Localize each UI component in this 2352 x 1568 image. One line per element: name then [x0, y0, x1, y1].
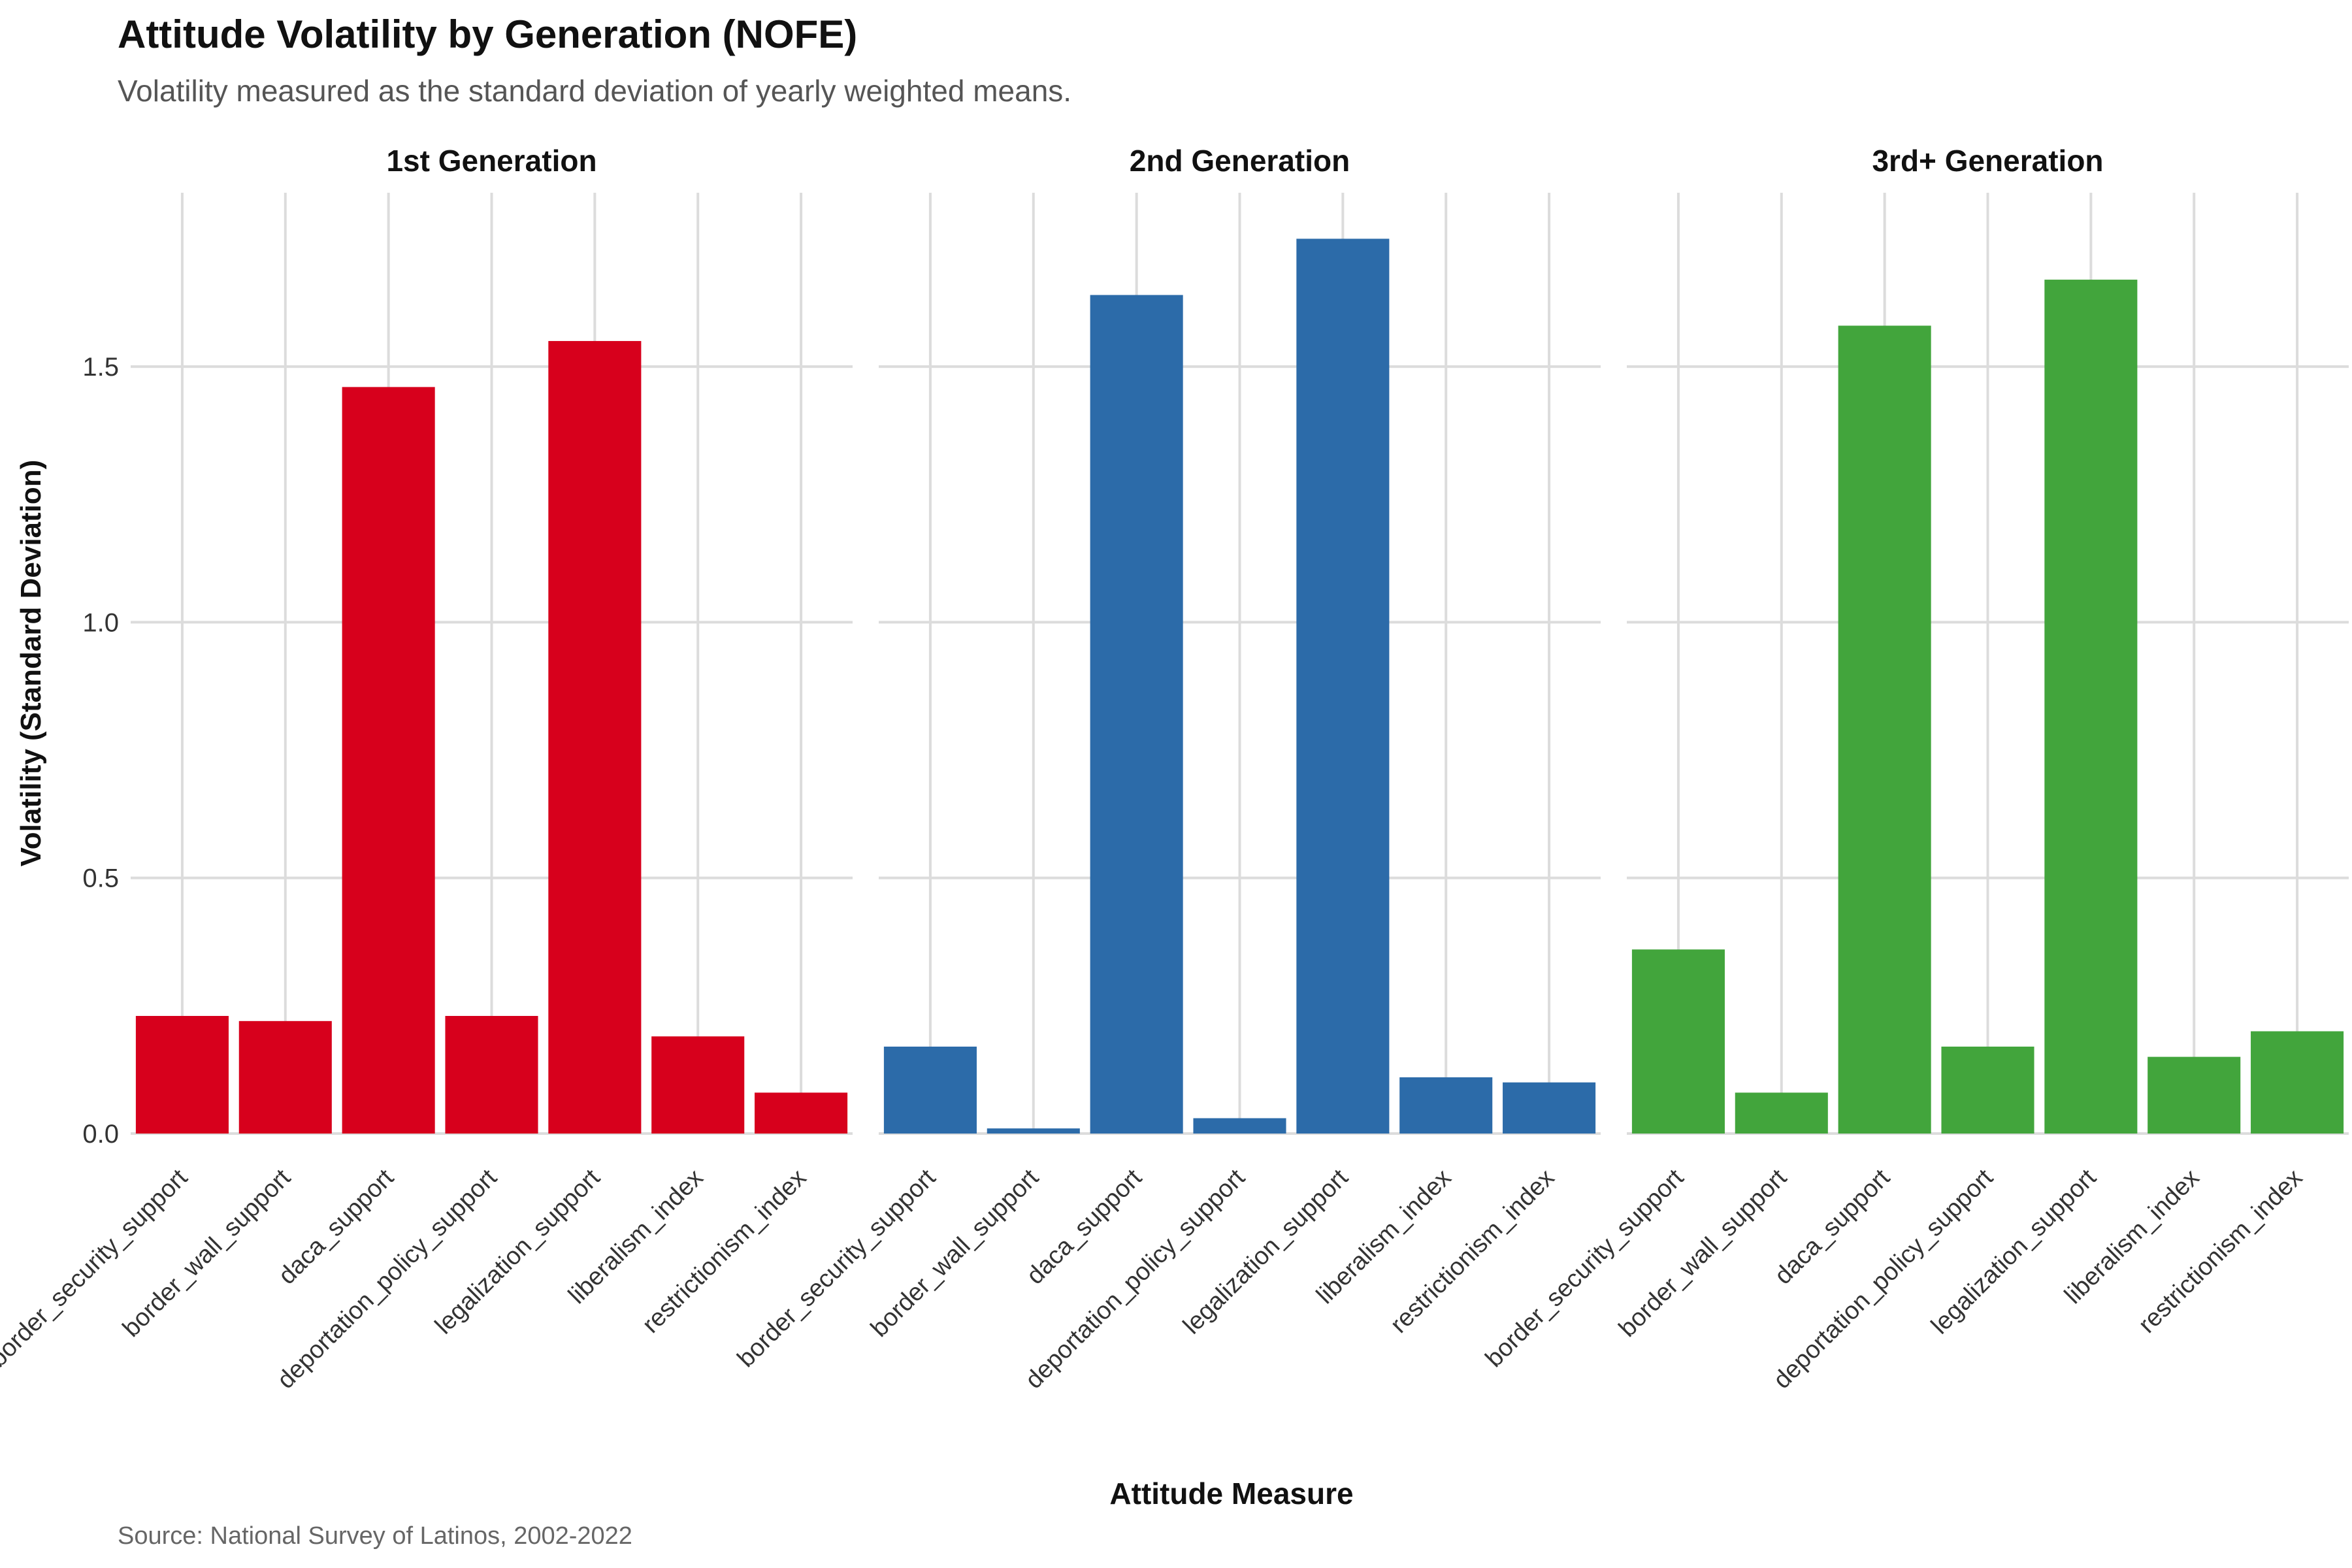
bar	[342, 387, 435, 1134]
chart-title: Attitude Volatility by Generation (NOFE)	[118, 12, 858, 56]
facet-title: 3rd+ Generation	[1872, 144, 2103, 178]
y-tick-label: 1.0	[82, 608, 119, 637]
bar	[135, 1016, 229, 1134]
facet-title: 1st Generation	[386, 144, 596, 178]
y-axis-title: Volatility (Standard Deviation)	[15, 460, 47, 867]
x-tick-label: border_wall_support	[866, 1164, 1044, 1342]
bar	[548, 340, 642, 1134]
bar	[755, 1092, 848, 1134]
bar	[1735, 1092, 1828, 1134]
y-tick-label: 0.5	[82, 864, 119, 893]
bar	[1503, 1082, 1596, 1134]
bar	[883, 1046, 977, 1134]
bar	[238, 1021, 332, 1134]
bar	[1296, 238, 1390, 1134]
x-tick-label: border_wall_support	[118, 1164, 296, 1342]
x-tick-label: border_wall_support	[1614, 1164, 1792, 1342]
bar	[2251, 1031, 2344, 1134]
bar	[1838, 325, 1931, 1134]
bar	[2148, 1056, 2241, 1134]
bar	[1399, 1077, 1493, 1134]
bar	[1941, 1046, 2034, 1134]
y-tick-label: 0.0	[82, 1120, 119, 1149]
chart-caption: Source: National Survey of Latinos, 2002…	[118, 1522, 632, 1550]
bar	[1631, 949, 1725, 1134]
bar	[445, 1016, 538, 1134]
x-tick-label: deportation_policy_support	[1768, 1164, 1999, 1394]
bar	[1193, 1118, 1286, 1134]
facet-title: 2nd Generation	[1130, 144, 1350, 178]
x-tick-label: border_security_support	[0, 1164, 193, 1373]
chart-subtitle: Volatility measured as the standard devi…	[118, 74, 1072, 108]
x-tick-label: deportation_policy_support	[1020, 1164, 1250, 1394]
bar	[651, 1036, 745, 1134]
y-tick-label: 1.5	[82, 353, 119, 382]
x-tick-label: deportation_policy_support	[272, 1164, 502, 1394]
x-axis-title: Attitude Measure	[1109, 1477, 1353, 1511]
bar	[987, 1128, 1080, 1134]
bar	[1090, 295, 1183, 1134]
bar	[2044, 280, 2138, 1134]
